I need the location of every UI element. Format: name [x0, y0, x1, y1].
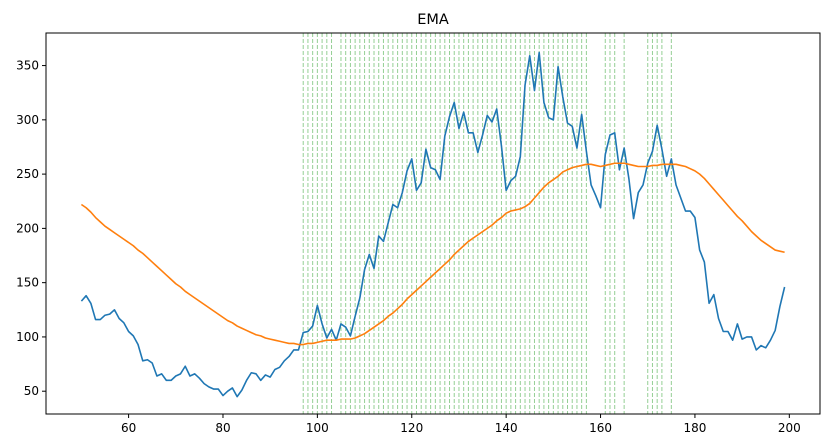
x-axis: 60 80 100 120 140 160 180 200 [121, 414, 801, 435]
series-lines [80, 51, 786, 398]
chart-title: EMA [417, 12, 449, 28]
x-tick-label: 60 [121, 421, 136, 435]
x-tick-label: 200 [778, 421, 801, 435]
y-tick-label: 250 [16, 167, 39, 181]
price-line [80, 51, 786, 398]
y-tick-label: 300 [16, 113, 39, 127]
marker-lines [302, 33, 672, 414]
plot-frame [45, 32, 821, 415]
x-tick-label: 160 [589, 421, 612, 435]
y-tick-label: 50 [24, 384, 39, 398]
ema-line [80, 162, 785, 346]
x-tick-label: 100 [306, 421, 329, 435]
x-tick-label: 80 [215, 421, 230, 435]
y-tick-label: 100 [16, 330, 39, 344]
x-tick-label: 140 [495, 421, 518, 435]
y-axis: 50 100 150 200 250 300 350 [16, 59, 46, 398]
y-tick-label: 150 [16, 276, 39, 290]
y-tick-label: 200 [16, 221, 39, 235]
x-tick-label: 180 [683, 421, 706, 435]
y-tick-label: 350 [16, 59, 39, 73]
x-tick-label: 120 [400, 421, 423, 435]
